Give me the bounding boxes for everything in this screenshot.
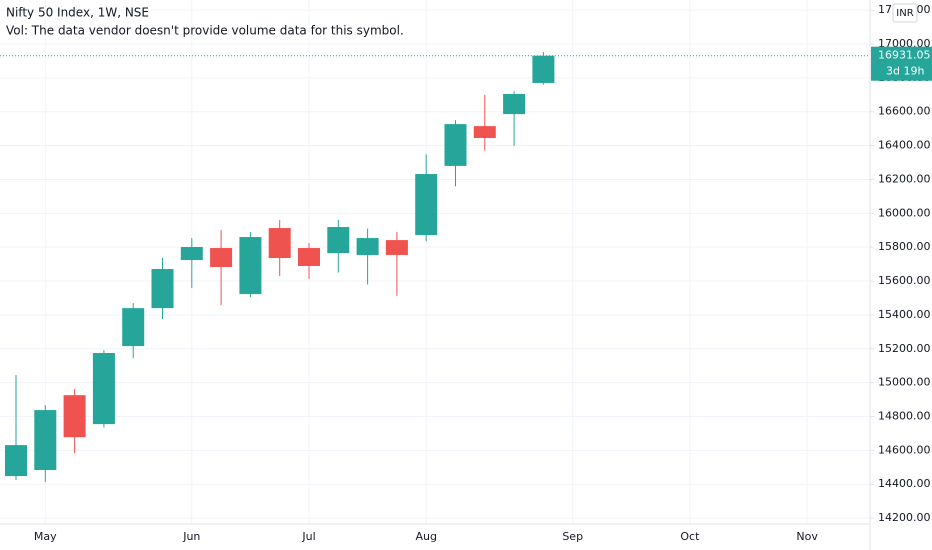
axes: 14200.00 14400.00 14600.00 14800.00 15000.00… xyxy=(34,3,932,543)
currency-label: INR xyxy=(896,8,913,19)
candles xyxy=(0,51,870,483)
x-tick-label: Sep xyxy=(562,530,583,543)
candle-body xyxy=(92,353,115,425)
candle-body xyxy=(532,55,555,83)
candle-body xyxy=(151,269,174,309)
candle-body xyxy=(473,126,496,138)
candle-body xyxy=(122,308,145,347)
y-tick-label: 15600.00 xyxy=(878,274,931,287)
x-tick-label: Aug xyxy=(415,530,436,543)
y-tick-label: 15200.00 xyxy=(878,342,931,355)
y-tick-label: 14600.00 xyxy=(878,443,931,456)
y-tick-label: 15400.00 xyxy=(878,308,931,321)
candle-body xyxy=(385,240,408,255)
candle-body xyxy=(239,237,262,295)
y-tick-label: 14200.00 xyxy=(878,511,931,524)
candle-body xyxy=(327,227,350,254)
x-tick-label: Jun xyxy=(182,530,200,543)
currency-box xyxy=(892,3,918,23)
y-tick-label: 16400.00 xyxy=(878,139,931,152)
last-price-box xyxy=(871,46,932,81)
y-tick-label: 16600.00 xyxy=(878,105,931,118)
candle-body xyxy=(180,247,203,261)
x-tick-label: May xyxy=(34,530,57,543)
candle-body xyxy=(444,124,467,166)
candle-body xyxy=(415,174,438,235)
last-price-label: 16931.05 xyxy=(878,49,931,62)
y-tick-label: 14800.00 xyxy=(878,409,931,422)
y-tick-label: 16200.00 xyxy=(878,172,931,185)
y-tick-label: 16000.00 xyxy=(878,206,931,219)
candle-body xyxy=(34,410,57,470)
countdown-label: 3d 19h xyxy=(886,65,924,78)
candle-body xyxy=(298,248,320,266)
y-tick-label: 15000.00 xyxy=(878,376,931,389)
candle-body xyxy=(5,445,27,477)
x-tick-label: Jul xyxy=(301,530,315,543)
y-tick-label: 14400.00 xyxy=(878,477,931,490)
candle-body xyxy=(210,248,233,267)
candle-body xyxy=(356,238,379,255)
candle-body xyxy=(63,395,86,438)
candle-body xyxy=(268,228,291,259)
x-tick-label: Nov xyxy=(796,530,818,543)
x-tick-label: Oct xyxy=(680,530,700,543)
candle-body xyxy=(503,93,526,115)
y-tick-label: 15800.00 xyxy=(878,240,931,253)
chart-title: Nifty 50 Index, 1W, NSE xyxy=(6,6,149,20)
subtitle: Vol: The data vendor doesn't provide vol… xyxy=(6,24,404,38)
